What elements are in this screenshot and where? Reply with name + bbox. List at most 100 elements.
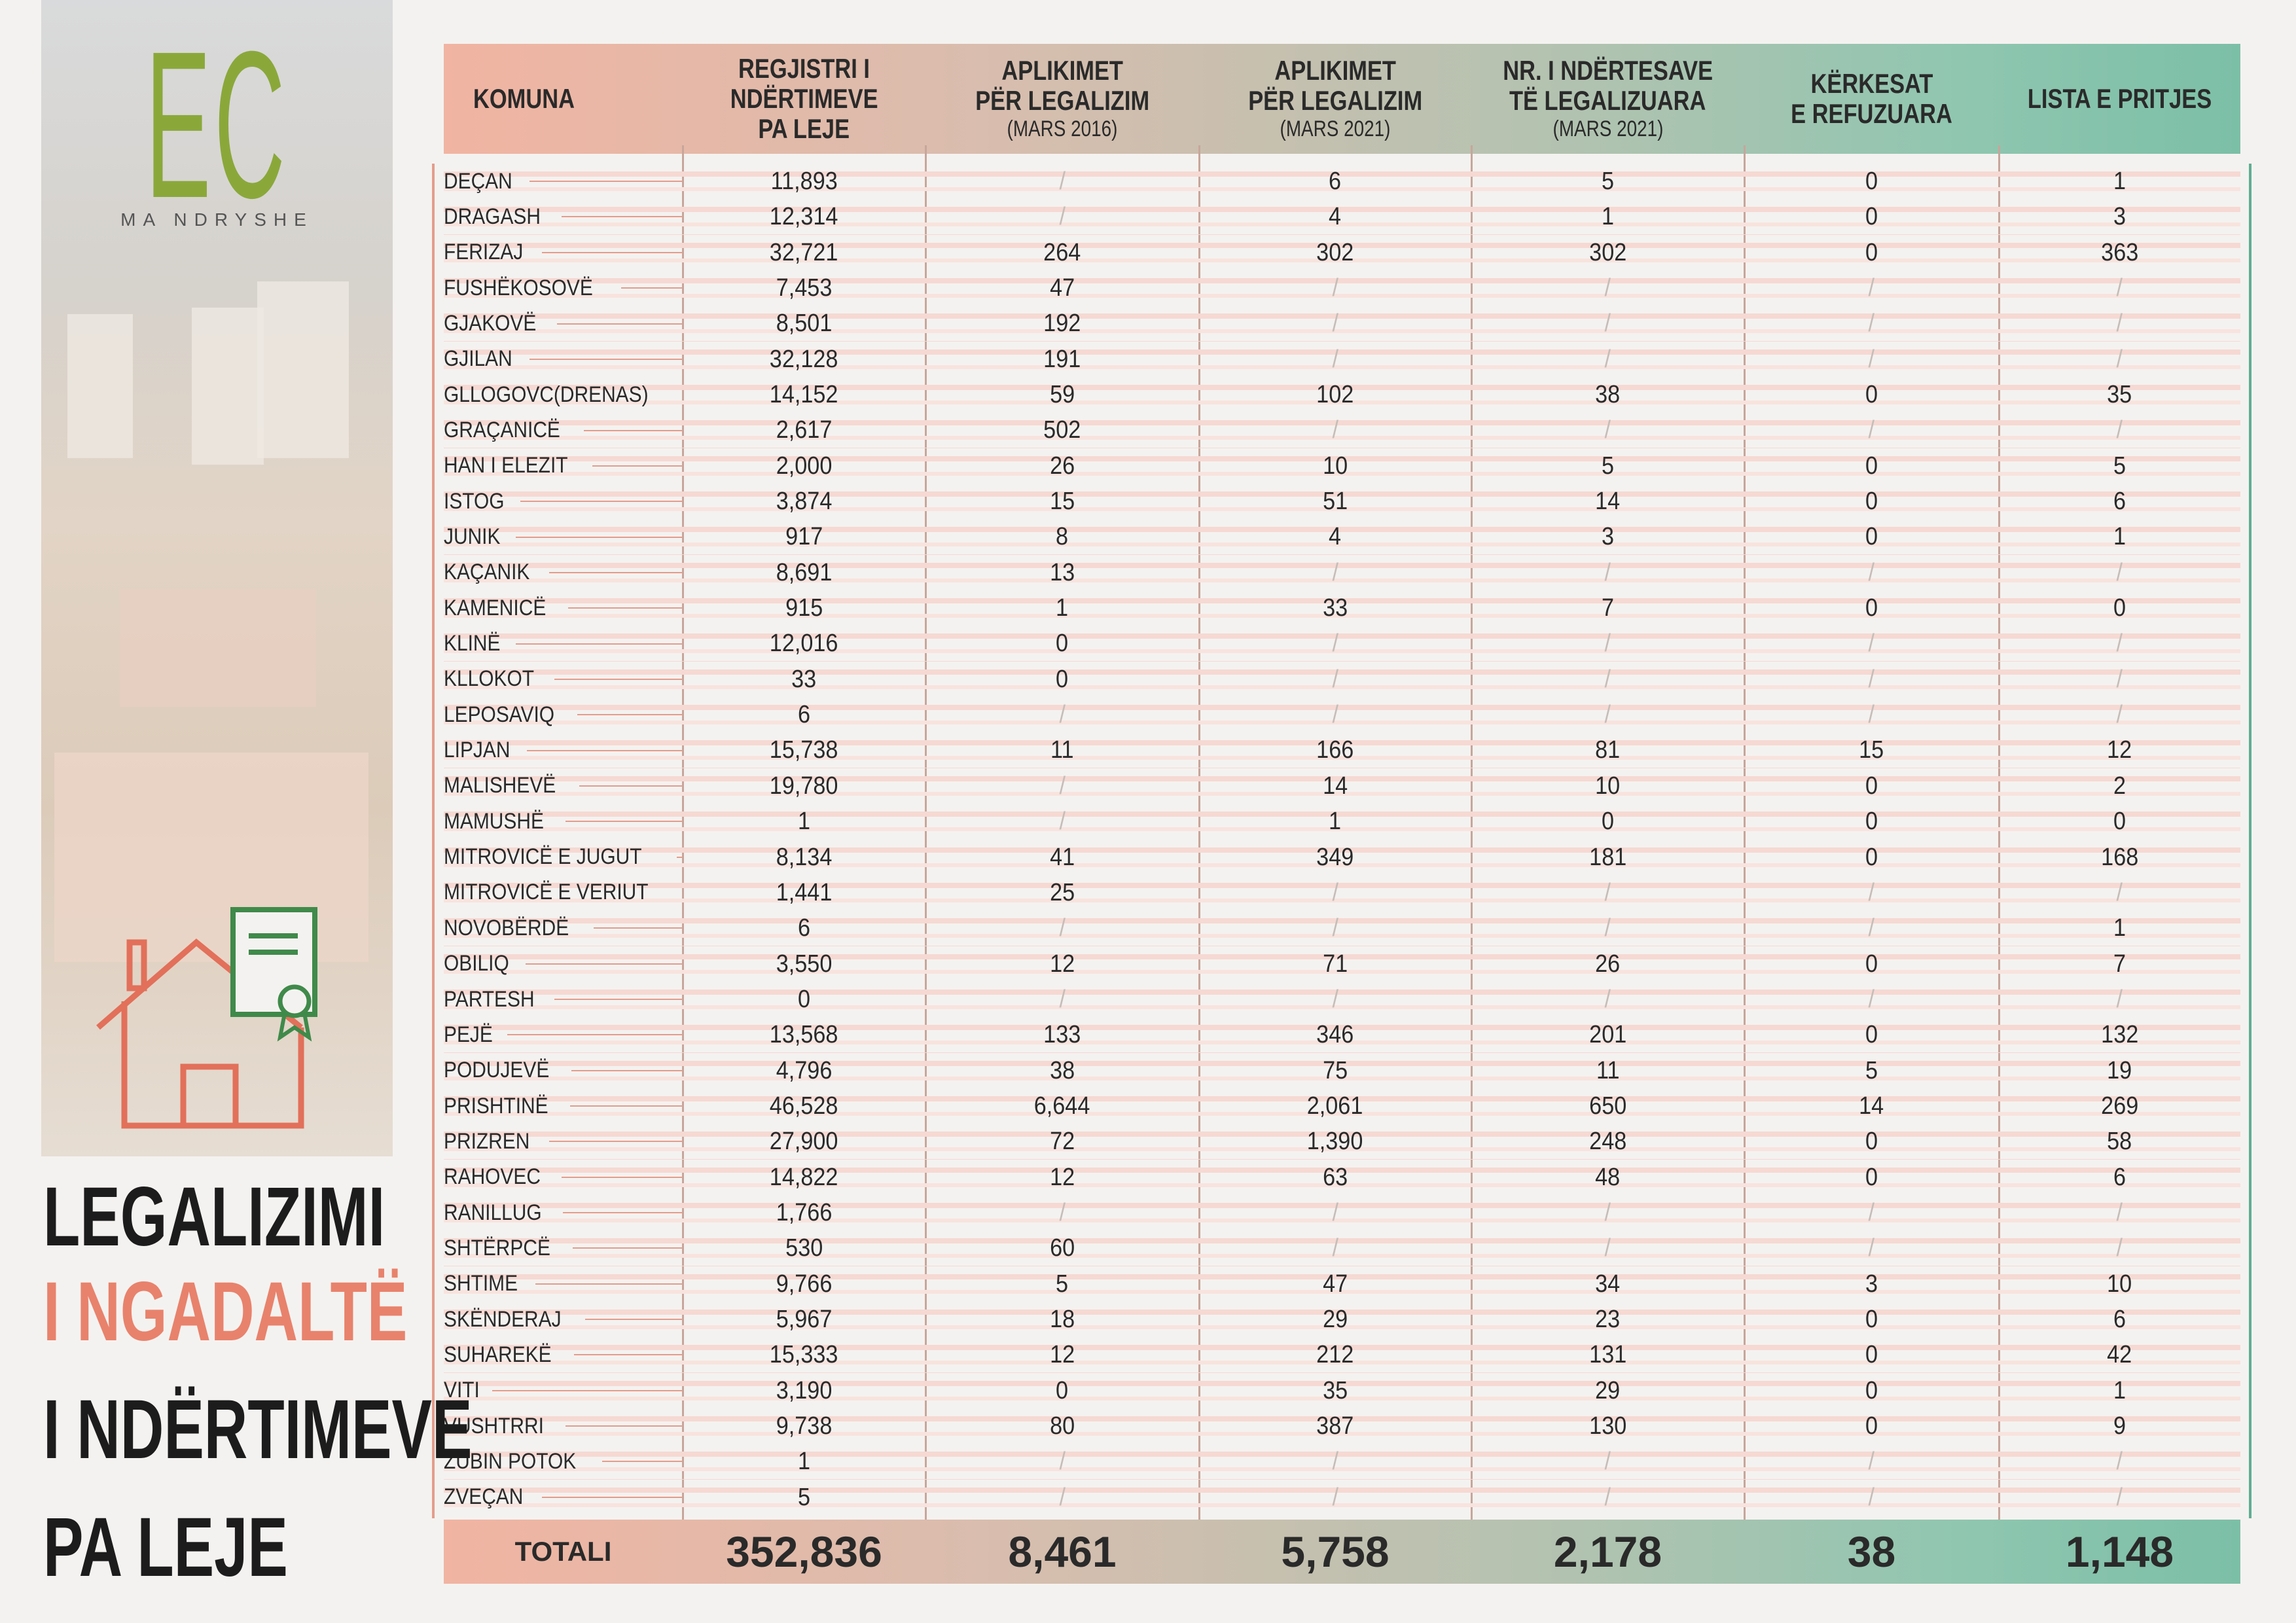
municipality-name: PARTESH — [444, 986, 535, 1012]
cell: 15,333 — [683, 1337, 925, 1372]
cell-value: 8,501 — [776, 310, 833, 338]
cell: 9,738 — [683, 1408, 925, 1444]
cell-value: / — [1332, 985, 1338, 1013]
cell-value: 212 — [1316, 1341, 1354, 1369]
municipality-name: MAMUSHË — [444, 808, 544, 834]
municipality-name: SHTIME — [444, 1271, 518, 1296]
cell-value: / — [1604, 665, 1611, 693]
cell-value: / — [1604, 1483, 1611, 1511]
cell: 8,691 — [683, 555, 925, 590]
cell: 0 — [1744, 768, 1999, 804]
cell: 15,738 — [683, 732, 925, 768]
cell-value: / — [1059, 701, 1066, 729]
header-line: KOMUNA — [473, 83, 575, 114]
row-stripe — [444, 804, 2240, 840]
cell: 12 — [1999, 732, 2240, 768]
total-value: 352,836 — [726, 1527, 882, 1576]
municipality-name: FUSHËKOSOVË — [444, 275, 593, 300]
cell: 0 — [1744, 804, 1999, 839]
cell-value: / — [1332, 701, 1338, 729]
cell-value: / — [1868, 1234, 1875, 1262]
municipality: SUHAREKË — [444, 1337, 683, 1372]
cell-value: 14 — [1595, 488, 1621, 516]
cell-value: / — [1604, 630, 1611, 658]
municipality-name: LIPJAN — [444, 738, 511, 763]
cell-value: 6,644 — [1034, 1092, 1090, 1120]
cell: 33 — [683, 662, 925, 697]
cell-value: 47 — [1322, 1270, 1348, 1298]
municipality-name: MALISHEVË — [444, 773, 556, 798]
cell: 0 — [1744, 590, 1999, 626]
municipality-name: RAHOVEC — [444, 1164, 541, 1190]
cell: 0 — [1744, 1160, 1999, 1195]
cell-value: 9,738 — [776, 1412, 833, 1440]
cell: / — [1744, 697, 1999, 732]
cell-value: 10 — [1595, 772, 1621, 800]
building — [257, 281, 349, 458]
cell: 51 — [1199, 484, 1471, 519]
cell-value: 15,333 — [770, 1341, 838, 1369]
row-stripe — [444, 768, 2240, 804]
cell: 5 — [1471, 448, 1744, 484]
header-line: PËR LEGALIZIM — [1248, 85, 1422, 116]
cell-value: 130 — [1588, 1412, 1627, 1440]
municipality: LEPOSAVIQ — [444, 697, 683, 732]
municipality: GJILAN — [444, 342, 683, 377]
cell: 0 — [1999, 804, 2240, 839]
cell: 26 — [1471, 946, 1744, 982]
cell: 0 — [1744, 199, 1999, 234]
cell: 14 — [1744, 1088, 1999, 1124]
row-stripe — [444, 910, 2240, 946]
cell: 1 — [1471, 199, 1744, 234]
municipality: MAMUSHË — [444, 804, 683, 839]
cell-value: / — [1332, 1234, 1338, 1262]
cell: / — [1999, 270, 2240, 306]
cell-value: / — [1604, 558, 1611, 586]
building — [192, 308, 264, 465]
cell: 11 — [1471, 1053, 1744, 1088]
cell: 502 — [925, 412, 1199, 448]
cell: 2 — [1999, 768, 2240, 804]
logo-mark: EC — [145, 7, 289, 241]
building — [67, 314, 133, 458]
municipality: GJAKOVË — [444, 306, 683, 341]
municipality-name: KAMENICË — [444, 595, 547, 620]
row-stripe — [444, 981, 2240, 1018]
cell-value: 0 — [1056, 1376, 1069, 1404]
cell-value: 0 — [1865, 168, 1878, 195]
row-stripe — [444, 519, 2240, 555]
cell-value: 71 — [1322, 950, 1348, 978]
municipality: PODUJEVË — [444, 1053, 683, 1088]
cell: 0 — [1744, 840, 1999, 875]
cell: 7,453 — [683, 270, 925, 306]
leader-line — [562, 216, 683, 218]
total-value: 5,758 — [1281, 1527, 1390, 1576]
municipality-name: MITROVICË E JUGUT — [444, 844, 642, 870]
row-stripe — [444, 1444, 2240, 1480]
cell-value: 13,568 — [770, 1021, 838, 1049]
cell: / — [1744, 306, 1999, 341]
cell: 5 — [683, 1480, 925, 1515]
title-line: LEGALIZIMI — [43, 1170, 386, 1264]
cell: 34 — [1471, 1266, 1744, 1302]
cell-value: 1 — [797, 1448, 811, 1476]
cell-value: 346 — [1316, 1021, 1354, 1049]
cell-value: 3 — [1601, 523, 1615, 551]
cell: 650 — [1471, 1088, 1744, 1124]
cell-value: 0 — [797, 985, 811, 1013]
cell-value: 9,766 — [776, 1270, 833, 1298]
cell-value: 12 — [1049, 950, 1075, 978]
cell-value: 387 — [1316, 1412, 1354, 1440]
cell: / — [925, 1480, 1199, 1515]
cell: 0 — [1744, 1017, 1999, 1052]
cell: 3,190 — [683, 1373, 925, 1408]
cell-value: 34 — [1595, 1270, 1621, 1298]
cell-value: / — [1332, 345, 1338, 373]
cell-value: 14,152 — [770, 381, 838, 409]
cell: 1 — [925, 590, 1199, 626]
cell-value: 0 — [1056, 630, 1069, 658]
logo: EC MA NDRYSHE — [41, 7, 393, 241]
municipality-name: PODUJEVË — [444, 1058, 550, 1083]
cell: / — [1999, 306, 2240, 341]
municipality-name: FERIZAJ — [444, 240, 524, 265]
